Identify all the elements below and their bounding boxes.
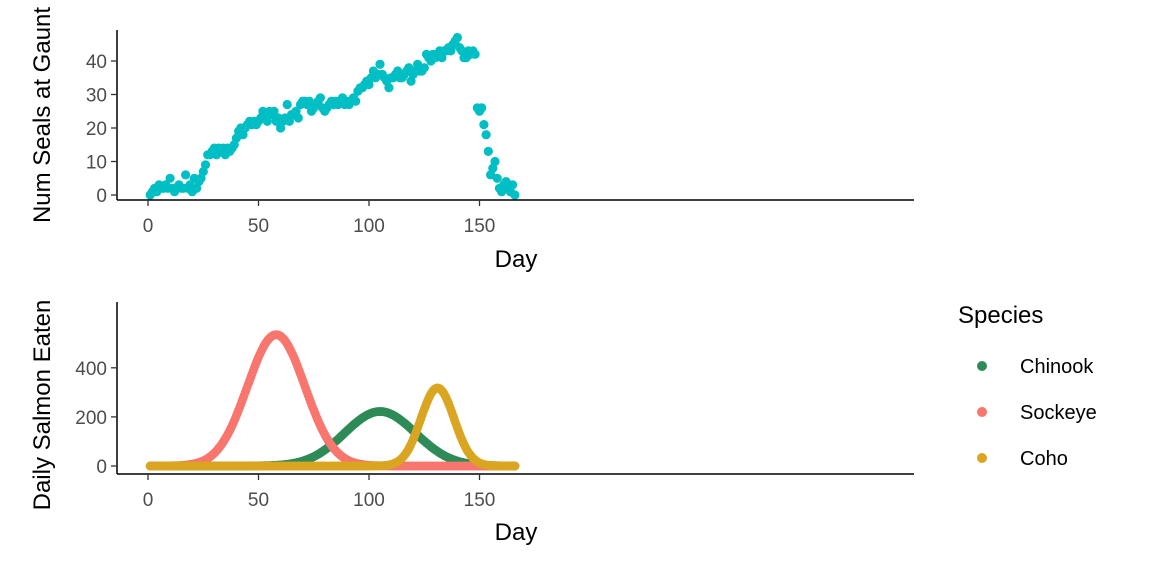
seals-y-ticks: 0 10 20 30 40 <box>86 52 117 207</box>
seals-points <box>145 32 520 200</box>
legend-label-sockeye: Sockeye <box>1020 402 1097 424</box>
species-legend: Species Chinook Sockeye Coho <box>958 302 1097 470</box>
seal-count-point <box>492 173 502 183</box>
seal-count-point <box>351 96 361 106</box>
x-tick-label: 100 <box>353 216 385 237</box>
seal-count-point <box>507 180 518 190</box>
seals-x-ticks: 0 50 100 150 <box>143 200 496 237</box>
salmon-y-axis-title: Daily Salmon Eaten <box>29 300 56 511</box>
seal-count-point <box>510 190 520 200</box>
seal-count-point <box>479 120 489 130</box>
seal-count-point <box>269 106 279 116</box>
x-tick-label: 50 <box>248 216 269 237</box>
y-tick-label: 0 <box>96 186 107 207</box>
y-tick-label: 20 <box>86 119 107 140</box>
seal-count-point <box>282 99 292 110</box>
legend-key-chinook <box>977 361 987 371</box>
x-tick-label: 50 <box>248 490 269 511</box>
legend-key-sockeye <box>977 407 987 417</box>
seal-count-point <box>293 113 303 123</box>
legend-key-coho <box>977 453 987 463</box>
x-tick-label: 0 <box>143 216 154 237</box>
y-tick-label: 0 <box>96 457 107 478</box>
seal-count-point <box>200 160 211 170</box>
seal-count-point <box>483 146 493 156</box>
salmon-points <box>145 330 520 471</box>
legend-items: Chinook Sockeye Coho <box>977 356 1097 470</box>
seal-count-point <box>375 59 385 69</box>
seals-panel: 0 50 100 150 0 10 20 30 40 Day Num Seals at Gau… <box>29 7 914 273</box>
seal-count-point <box>452 32 462 43</box>
seal-count-point <box>315 93 325 103</box>
seal-count-point <box>419 63 429 73</box>
x-tick-label: 150 <box>464 490 496 511</box>
salmon-x-ticks: 0 50 100 150 <box>143 474 496 511</box>
seal-count-point <box>262 116 272 126</box>
x-tick-label: 100 <box>353 490 385 511</box>
y-tick-label: 40 <box>86 52 107 73</box>
salmon-point-coho <box>510 461 520 471</box>
y-tick-label: 30 <box>86 86 107 107</box>
salmon-y-ticks: 0 200 400 <box>75 359 117 478</box>
salmon-x-axis-title: Day <box>495 519 538 546</box>
legend-label-chinook: Chinook <box>1020 356 1094 378</box>
seal-count-point <box>470 49 480 59</box>
seal-count-point <box>477 103 487 113</box>
seal-count-point <box>181 170 191 180</box>
x-tick-label: 150 <box>464 216 496 237</box>
y-tick-label: 400 <box>75 359 107 380</box>
x-tick-label: 0 <box>143 490 154 511</box>
y-tick-label: 10 <box>86 153 107 174</box>
seals-y-axis-title: Num Seals at Gaunt <box>29 7 56 223</box>
seal-count-point <box>165 173 175 183</box>
seals-x-axis-title: Day <box>495 246 538 273</box>
salmon-panel: 0 50 100 150 0 200 400 Day Daily Salmon Eaten <box>29 300 914 546</box>
legend-title: Species <box>958 302 1043 329</box>
seal-count-point <box>384 83 394 93</box>
legend-label-coho: Coho <box>1020 448 1068 470</box>
y-tick-label: 200 <box>75 408 107 429</box>
seal-count-point <box>490 156 500 167</box>
seal-count-point <box>481 130 491 140</box>
